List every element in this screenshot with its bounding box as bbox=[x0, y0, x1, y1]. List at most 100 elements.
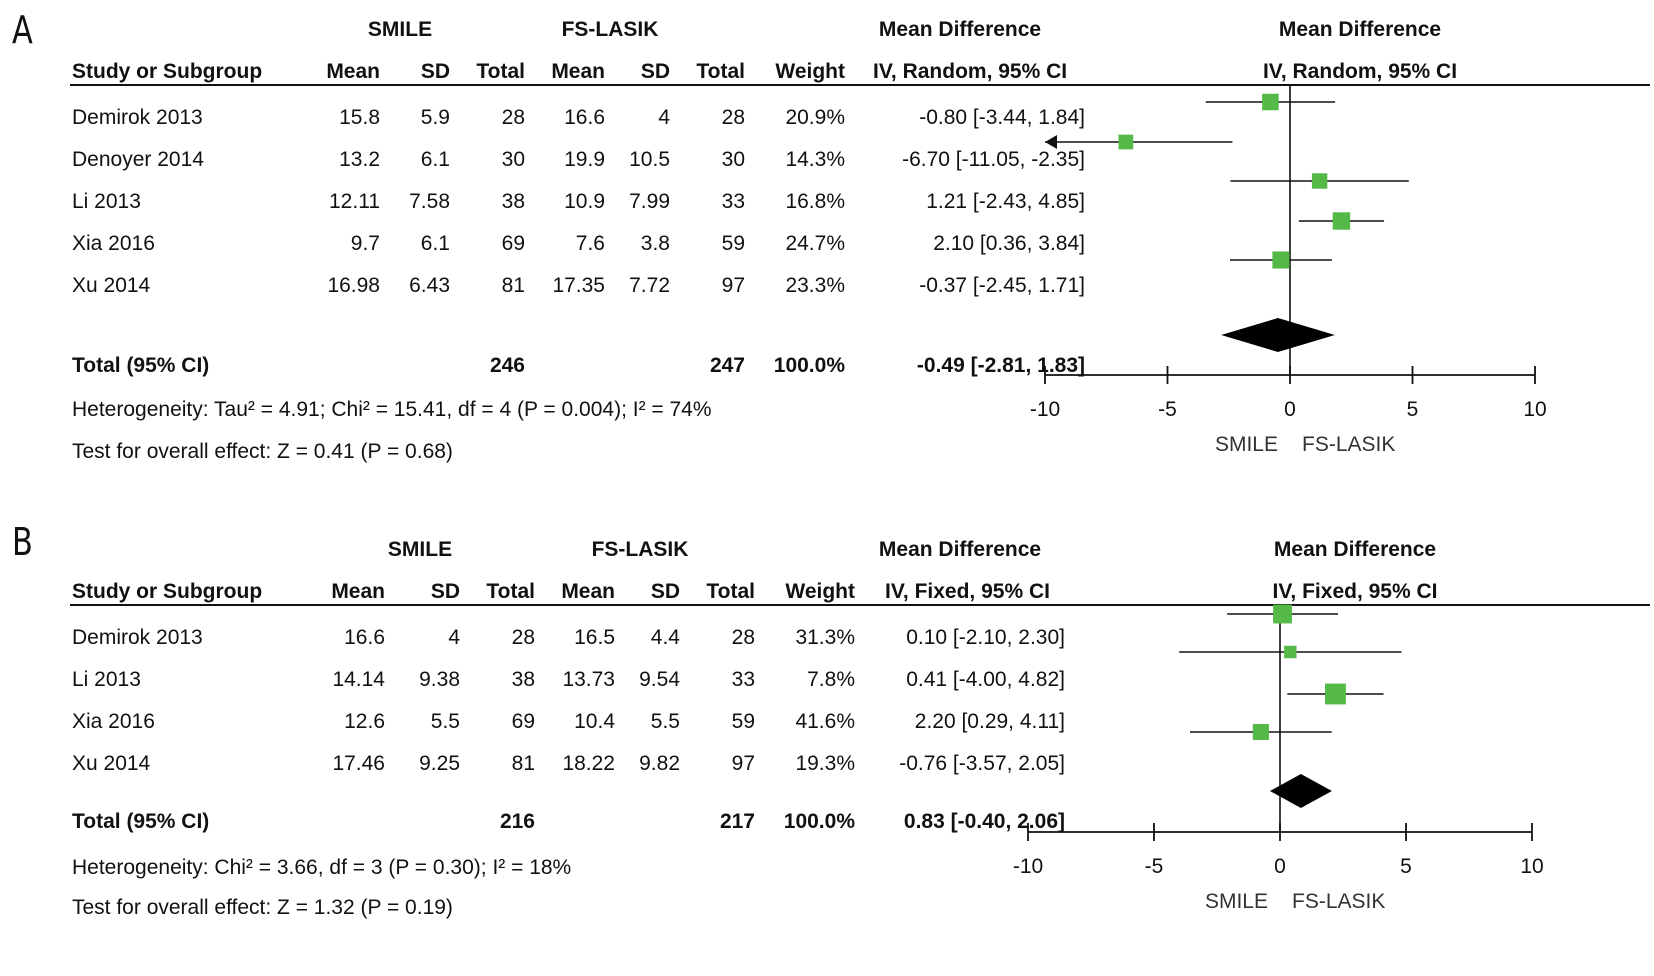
point-estimate bbox=[1252, 723, 1269, 741]
total1: 38 bbox=[511, 668, 535, 691]
favours-right-label: FS-LASIK bbox=[1292, 890, 1385, 913]
col-total2: Total bbox=[706, 580, 755, 603]
total1: 81 bbox=[511, 752, 535, 775]
mean2: 13.73 bbox=[562, 668, 615, 691]
x-tick-label: 10 bbox=[1520, 855, 1543, 878]
weight: 24.7% bbox=[785, 232, 845, 255]
x-tick-label: -5 bbox=[1145, 855, 1164, 878]
sd2: 10.5 bbox=[629, 148, 670, 171]
mean2: 10.4 bbox=[574, 710, 615, 733]
col-mean1: Mean bbox=[326, 60, 380, 83]
mean2: 10.9 bbox=[564, 190, 605, 213]
sd1: 5.9 bbox=[420, 106, 450, 129]
col-weight: Weight bbox=[775, 60, 845, 83]
study-name: Demirok 2013 bbox=[72, 626, 203, 649]
header-rule bbox=[70, 84, 1650, 86]
x-tick-label: 0 bbox=[1274, 855, 1286, 878]
mean2: 17.35 bbox=[552, 274, 605, 297]
total-weight: 100.0% bbox=[773, 354, 845, 377]
total-ci-text: 0.83 [-0.40, 2.06] bbox=[903, 810, 1065, 833]
group1-header: SMILE bbox=[367, 18, 433, 41]
weight: 31.3% bbox=[795, 626, 855, 649]
x-tick-label: -10 bbox=[1013, 855, 1043, 878]
forest-panel-b: B SMILE FS-LASIK Mean Difference Mean Di… bbox=[0, 520, 1654, 975]
study-name: Li 2013 bbox=[72, 668, 141, 691]
study-name: Xu 2014 bbox=[72, 274, 151, 297]
total2: 97 bbox=[721, 274, 745, 297]
effect-header: Mean Difference bbox=[878, 538, 1042, 561]
panel-label: A bbox=[12, 8, 33, 52]
sd2: 7.99 bbox=[629, 190, 670, 213]
total-ci-text: -0.49 [-2.81, 1.83] bbox=[916, 354, 1085, 377]
col-mean2: Mean bbox=[551, 60, 605, 83]
total2: 97 bbox=[731, 752, 755, 775]
sd2: 9.82 bbox=[639, 752, 680, 775]
ci-text: -0.37 [-2.45, 1.71] bbox=[919, 274, 1085, 297]
total2: 28 bbox=[731, 626, 755, 649]
sd2: 9.54 bbox=[639, 668, 680, 691]
study-name: Li 2013 bbox=[72, 190, 141, 213]
weight: 7.8% bbox=[807, 668, 855, 691]
effect-header: Mean Difference bbox=[878, 18, 1042, 41]
col-weight: Weight bbox=[785, 580, 855, 603]
x-tick-label: 0 bbox=[1284, 398, 1296, 421]
weight: 23.3% bbox=[785, 274, 845, 297]
sd2: 7.72 bbox=[629, 274, 670, 297]
forest-plot-a: -10 -5 0 5 10 SMILE FS-LASIK bbox=[1030, 84, 1547, 456]
overall-effect: Test for overall effect: Z = 1.32 (P = 0… bbox=[72, 896, 453, 919]
study-name: Denoyer 2014 bbox=[72, 148, 204, 171]
plot-effect-header: Mean Difference bbox=[1273, 538, 1437, 561]
x-tick-label: 10 bbox=[1523, 398, 1546, 421]
plot-method: IV, Fixed, 95% CI bbox=[1272, 580, 1438, 603]
ci-text: 0.10 [-2.10, 2.30] bbox=[906, 626, 1065, 649]
x-tick-label: 5 bbox=[1407, 398, 1419, 421]
mean1: 15.8 bbox=[339, 106, 380, 129]
col-total1: Total bbox=[486, 580, 535, 603]
col-total2: Total bbox=[696, 60, 745, 83]
ci-text: -0.80 [-3.44, 1.84] bbox=[919, 106, 1085, 129]
total1: 28 bbox=[501, 106, 525, 129]
point-estimate bbox=[1311, 173, 1328, 189]
weight: 14.3% bbox=[785, 148, 845, 171]
pooled-diamond bbox=[1221, 318, 1335, 352]
total2: 28 bbox=[721, 106, 745, 129]
ci-arrow bbox=[1045, 135, 1057, 149]
mean1: 12.6 bbox=[344, 710, 385, 733]
total-label: Total (95% CI) bbox=[72, 354, 210, 377]
mean2: 16.6 bbox=[564, 106, 605, 129]
total1: 69 bbox=[501, 232, 525, 255]
sd1: 9.25 bbox=[419, 752, 460, 775]
mean1: 9.7 bbox=[350, 232, 380, 255]
mean2: 16.5 bbox=[574, 626, 615, 649]
study-name: Xia 2016 bbox=[72, 232, 155, 255]
study-name: Xu 2014 bbox=[72, 752, 151, 775]
panel-label: B bbox=[12, 520, 33, 564]
sd2: 5.5 bbox=[650, 710, 680, 733]
group2-header: FS-LASIK bbox=[591, 538, 689, 561]
plot-effect-header: Mean Difference bbox=[1278, 18, 1442, 41]
total1: 69 bbox=[511, 710, 535, 733]
mean1: 16.98 bbox=[327, 274, 380, 297]
point-estimate bbox=[1262, 93, 1279, 111]
favours-left-label: SMILE bbox=[1215, 433, 1278, 456]
sd1: 5.5 bbox=[430, 710, 460, 733]
weight: 19.3% bbox=[795, 752, 855, 775]
mean1: 13.2 bbox=[339, 148, 380, 171]
header-rule bbox=[70, 604, 1650, 606]
sd2: 4 bbox=[658, 106, 670, 129]
favours-left-label: SMILE bbox=[1205, 890, 1268, 913]
total2: 33 bbox=[721, 190, 745, 213]
forest-panel-a: A SMILE FS-LASIK Mean Difference Mean Di… bbox=[0, 0, 1654, 485]
x-tick-label: -10 bbox=[1030, 398, 1060, 421]
favours-right-label: FS-LASIK bbox=[1302, 433, 1395, 456]
col-sd2: SD bbox=[640, 60, 670, 83]
plot-method: IV, Random, 95% CI bbox=[1262, 60, 1458, 83]
point-estimate bbox=[1325, 683, 1346, 705]
total2: 59 bbox=[721, 232, 745, 255]
point-estimate bbox=[1118, 134, 1134, 150]
col-sd2: SD bbox=[650, 580, 680, 603]
ci-text: 0.41 [-4.00, 4.82] bbox=[906, 668, 1065, 691]
total1: 28 bbox=[511, 626, 535, 649]
col-method: IV, Fixed, 95% CI bbox=[885, 580, 1050, 603]
mean1: 17.46 bbox=[332, 752, 385, 775]
